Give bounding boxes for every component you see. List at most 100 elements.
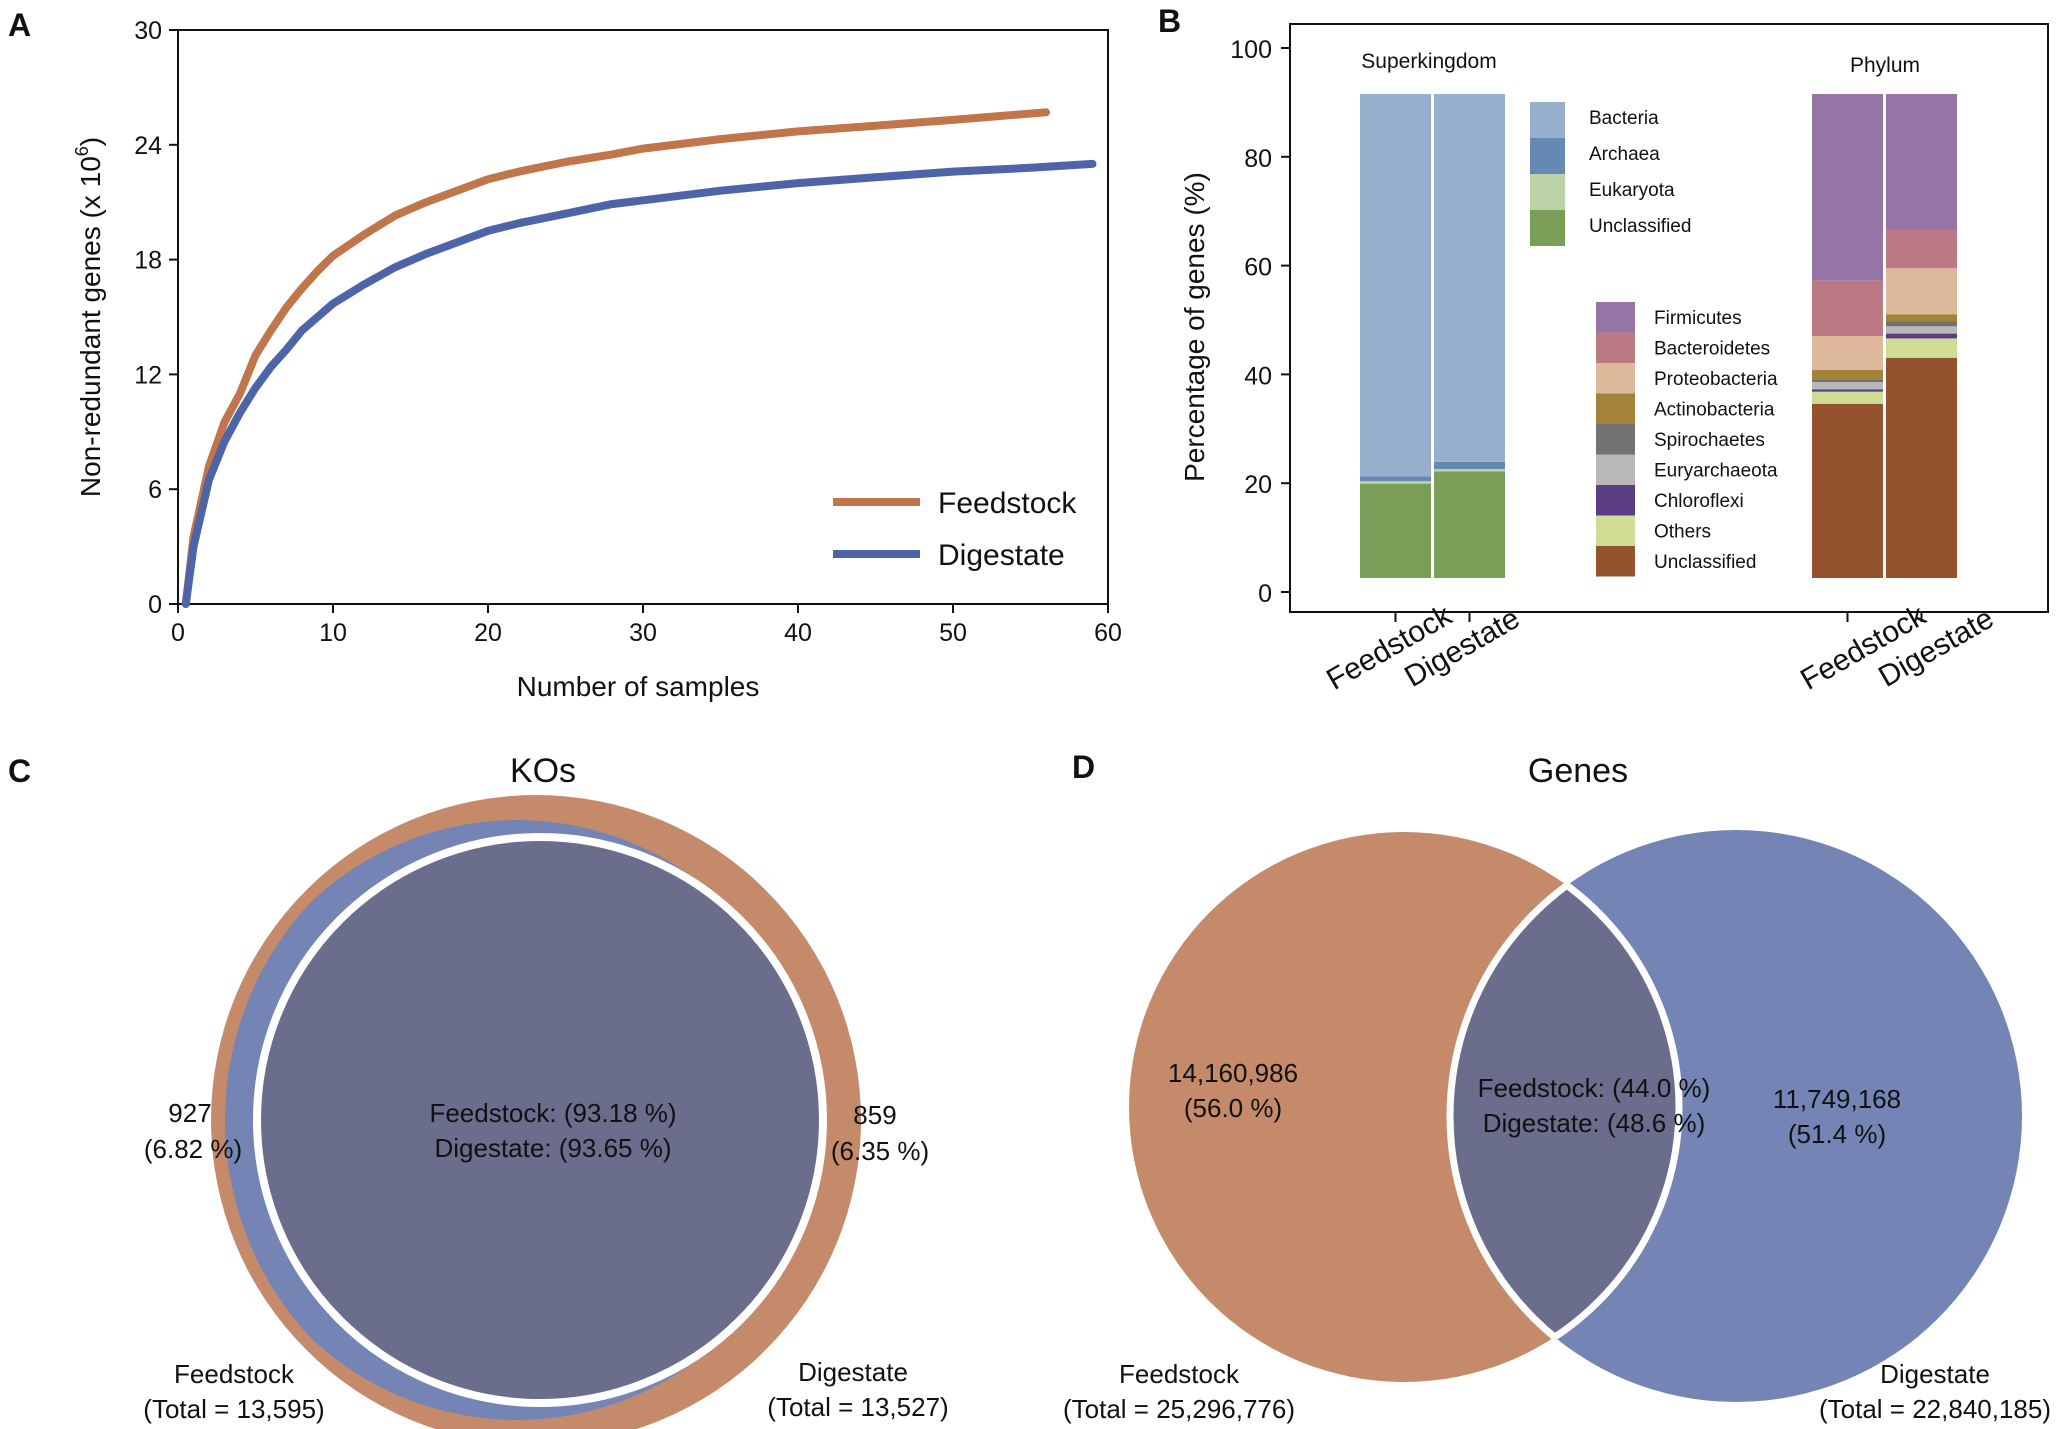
bar-segment-superkingdom-feedstock-unclassified [1360, 483, 1431, 578]
bar-segment-superkingdom-digestate-archaea [1434, 461, 1505, 470]
bar-segment-phylum-feedstock-spirochaetes [1812, 379, 1883, 382]
venn-left-name-d: Feedstock [1119, 1359, 1240, 1389]
legend-label-proteobacteria-phylum: Proteobacteria [1654, 369, 1778, 390]
bar-segment-superkingdom-feedstock-bacteria [1360, 94, 1431, 477]
y-axis-label-exponent: 6 [72, 146, 92, 156]
panel-letter-a: A [8, 7, 31, 43]
x-tick-label-a: 40 [784, 619, 812, 647]
y-axis-label-b: Percentage of genes (%) [1179, 172, 1210, 482]
legend-swatch-euryarchaeota-phylum [1596, 454, 1635, 485]
bar-segment-phylum-feedstock-proteobacteria [1812, 336, 1883, 370]
legend-label-unclassified-phylum: Unclassified [1654, 552, 1756, 573]
y-tick-label-a: 30 [134, 17, 162, 45]
y-axis-label-a: Non-redundant genes (x 106) [72, 137, 106, 497]
bar-segment-superkingdom-digestate-eukaryota [1434, 469, 1505, 472]
venn-right-total-d: (Total = 22,840,185) [1819, 1394, 2051, 1424]
bar-segment-phylum-feedstock-euryarchaeota [1812, 381, 1883, 390]
bar-segment-phylum-digestate-spirochaetes [1886, 321, 1957, 327]
bar-segment-superkingdom-feedstock-eukaryota [1360, 481, 1431, 484]
y-axis-label-close: ) [75, 137, 106, 146]
bar-segment-superkingdom-digestate-bacteria [1434, 94, 1505, 462]
bar-segment-phylum-digestate-proteobacteria [1886, 268, 1957, 315]
x-tick-label-a: 0 [171, 619, 185, 647]
panel-letter-b: B [1158, 3, 1181, 39]
bar-segment-phylum-digestate-chloroflexi [1886, 333, 1957, 339]
y-axis-label-main: Non-redundant genes (x 10 [75, 156, 106, 497]
x-tick-label-a: 20 [474, 619, 502, 647]
legend-label-unclassified-superkingdom: Unclassified [1589, 216, 1691, 237]
axis-ticks-b: 0 20 40 60 80 100 [1230, 36, 1923, 622]
legend-b: Bacteria Archaea Eukaryota Unclassified Firm… [1530, 102, 1778, 577]
venn-panel-c: KOs 927 (6.82 %) 859 (6.35 %) Feedstock:… [143, 752, 949, 1429]
legend-swatch-unclassified-superkingdom [1530, 210, 1565, 246]
venn-right-count-d: 11,749,168 [1773, 1084, 1901, 1114]
venn-left-name-c: Feedstock [174, 1359, 295, 1389]
y-tick-label-a: 12 [134, 361, 162, 389]
x-tick-label-a: 30 [629, 619, 657, 647]
bar-segment-phylum-digestate-euryarchaeota [1886, 326, 1957, 334]
line-chart-panel-a: 0 10 20 30 40 50 60 0 6 12 18 24 30 Number of sample… [72, 17, 1122, 702]
y-tick-label-a: 18 [134, 247, 162, 275]
bar-segment-phylum-digestate-unclassified [1886, 357, 1957, 578]
series-line-feedstock [181, 108, 1050, 608]
venn-overlap-line1-d: Feedstock: (44.0 %) [1478, 1073, 1711, 1103]
legend-label-bacteria-superkingdom: Bacteria [1589, 108, 1659, 129]
venn-overlap-edge-left-d [1450, 830, 1683, 1386]
venn-left-total-d: (Total = 25,296,776) [1063, 1394, 1295, 1424]
legend-label-bacteroidetes-phylum: Bacteroidetes [1654, 339, 1770, 360]
legend-swatch-eukaryota-superkingdom [1530, 174, 1565, 210]
y-tick-label-a: 0 [148, 591, 162, 619]
legend-swatch-proteobacteria-phylum [1596, 363, 1635, 394]
venn-left-count-c: 927 [168, 1098, 211, 1128]
legend-label-eukaryota-superkingdom: Eukaryota [1589, 180, 1675, 201]
venn-right-pct-d: (51.4 %) [1788, 1119, 1886, 1149]
y-tick-label-a: 24 [134, 132, 162, 160]
y-tick-label-b: 20 [1244, 471, 1272, 499]
venn-overlap-d [1450, 832, 1679, 1382]
venn-title-c: KOs [510, 752, 576, 790]
legend-swatch-actinobacteria-phylum [1596, 393, 1635, 424]
venn-right-count-c: 859 [853, 1100, 896, 1130]
plot-frame-b [1289, 23, 2049, 613]
x-tick-label-a: 10 [319, 619, 347, 647]
x-tick-label-a: 60 [1094, 619, 1122, 647]
bar-segment-phylum-feedstock-bacteroidetes [1812, 280, 1883, 336]
legend-label-archaea-superkingdom: Archaea [1589, 144, 1660, 165]
venn-panel-d: Genes 14,160,986 (56.0 %) 11,749,168 (51… [1063, 752, 2051, 1424]
bar-segment-phylum-digestate-actinobacteria [1886, 314, 1957, 322]
bar-segment-superkingdom-digestate-unclassified [1434, 471, 1505, 578]
bar-segment-phylum-digestate-bacteroidetes [1886, 229, 1957, 269]
legend-label-digestate: Digestate [938, 539, 1065, 572]
y-tick-label-b: 80 [1244, 145, 1272, 173]
legend-swatch-spirochaetes-phylum [1596, 424, 1635, 455]
legend-label-euryarchaeota-phylum: Euryarchaeota [1654, 461, 1778, 482]
legend-label-chloroflexi-phylum: Chloroflexi [1654, 491, 1744, 512]
stacked-bar-panel-b: 0 20 40 60 80 100 Bacteria Archaea Eukaryota Unc… [1179, 23, 2049, 697]
bar-segment-phylum-digestate-others [1886, 338, 1957, 358]
y-tick-label-b: 40 [1244, 362, 1272, 390]
legend-label-others-phylum: Others [1654, 522, 1711, 543]
x-tick-label-a: 50 [939, 619, 967, 647]
legend-swatch-bacteria-superkingdom [1530, 102, 1565, 138]
bar-segment-phylum-feedstock-chloroflexi [1812, 389, 1883, 392]
venn-left-count-d: 14,160,986 [1168, 1058, 1298, 1088]
venn-overlap-line2-d: Digestate: (48.6 %) [1483, 1108, 1706, 1138]
venn-right-name-d: Digestate [1880, 1359, 1990, 1389]
bar-segment-phylum-digestate-firmicutes [1886, 94, 1957, 230]
legend-label-spirochaetes-phylum: Spirochaetes [1654, 430, 1765, 451]
bar-segment-phylum-feedstock-actinobacteria [1812, 369, 1883, 380]
series-lines-a [181, 108, 1097, 608]
stacked-bars-b [1360, 94, 1957, 578]
legend-label-firmicutes-phylum: Firmicutes [1654, 308, 1742, 329]
panel-letter-d: D [1072, 749, 1095, 785]
venn-overlap-line2-c: Digestate: (93.65 %) [434, 1133, 671, 1163]
legend-swatch-unclassified-phylum [1596, 546, 1635, 577]
bar-segment-phylum-feedstock-firmicutes [1812, 94, 1883, 281]
venn-right-pct-c: (6.35 %) [831, 1136, 929, 1166]
group-label-superkingdom: Superkingdom [1361, 50, 1496, 73]
panel-letter-c: C [8, 753, 31, 789]
legend-swatch-chloroflexi-phylum [1596, 485, 1635, 516]
legend-swatch-others-phylum [1596, 515, 1635, 546]
x-axis-label-a: Number of samples [517, 671, 760, 702]
y-tick-label-b: 60 [1244, 254, 1272, 282]
